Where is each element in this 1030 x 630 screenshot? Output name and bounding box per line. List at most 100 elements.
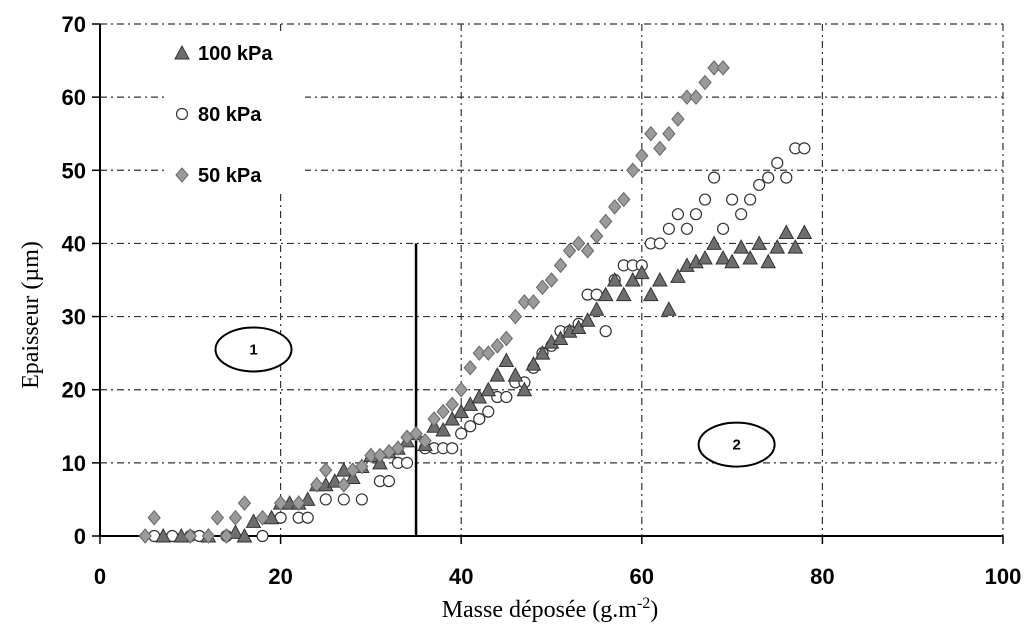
y-tick-label: 70	[62, 12, 86, 37]
legend-label: 50 kPa	[198, 165, 262, 187]
region-labels: 12	[214, 326, 776, 468]
data-point-circle	[473, 412, 486, 426]
data-point-diamond	[608, 199, 622, 215]
data-point-triangle	[552, 330, 569, 346]
data-point-diamond	[201, 528, 216, 544]
data-point-diamond	[319, 462, 333, 478]
data-point-circle	[482, 405, 495, 418]
data-point-circle	[716, 222, 730, 235]
series-diamond	[138, 60, 730, 544]
data-point-circle	[500, 390, 513, 404]
data-point-diamond	[454, 381, 468, 398]
legend-marker-circle	[175, 107, 189, 121]
data-point-circle	[355, 493, 368, 506]
data-point-triangle	[236, 527, 253, 543]
data-point-triangle	[471, 388, 488, 404]
data-point-diamond	[508, 308, 523, 325]
region-ellipse	[214, 326, 293, 373]
data-point-triangle	[652, 271, 668, 287]
data-point-circle	[707, 171, 721, 184]
data-point-diamond	[662, 125, 676, 142]
data-point-diamond	[499, 330, 514, 347]
data-point-triangle	[615, 286, 632, 302]
data-point-diamond	[526, 294, 541, 310]
data-point-diamond	[436, 403, 450, 420]
data-point-diamond	[364, 447, 378, 464]
data-point-triangle	[444, 410, 461, 426]
data-point-diamond	[698, 74, 712, 91]
data-point-triangle	[778, 224, 795, 239]
y-tick-label: 0	[74, 524, 86, 549]
data-point-triangle	[588, 301, 605, 316]
x-tick-label: 60	[630, 564, 654, 589]
y-tick-label: 10	[62, 451, 86, 476]
data-point-triangle	[760, 253, 777, 269]
data-point-triangle	[489, 367, 506, 382]
data-point-diamond	[626, 162, 640, 179]
data-point-circle	[319, 493, 332, 506]
data-points	[138, 60, 813, 544]
legend-marker-triangle	[174, 44, 190, 60]
data-point-triangle	[435, 421, 451, 437]
data-point-diamond	[553, 257, 568, 274]
data-point-diamond	[310, 477, 324, 493]
data-point-triangle	[516, 381, 533, 397]
data-point-diamond	[355, 458, 369, 475]
data-point-triangle	[697, 250, 713, 265]
y-tick-label: 50	[62, 158, 86, 183]
data-point-triangle	[480, 381, 497, 397]
x-axis-title-superscript: -2	[637, 595, 650, 612]
data-point-circle	[599, 325, 612, 338]
data-point-triangle	[597, 286, 614, 302]
data-point-triangle	[706, 235, 722, 250]
data-point-diamond	[580, 242, 595, 259]
data-point-diamond	[237, 495, 252, 511]
data-point-diamond	[481, 345, 495, 361]
data-point-diamond	[292, 495, 306, 511]
data-point-circle	[762, 171, 775, 184]
data-point-triangle	[633, 264, 650, 280]
data-point-circle	[671, 208, 685, 221]
data-point-circle	[680, 222, 694, 235]
data-point-triangle	[787, 239, 804, 254]
legend-label: 80 kPa	[198, 104, 262, 126]
data-point-circle	[689, 208, 703, 221]
data-point-triangle	[498, 352, 515, 367]
data-point-diamond	[680, 89, 694, 105]
data-point-triangle	[733, 239, 749, 254]
data-point-diamond	[716, 60, 730, 76]
data-point-diamond	[544, 272, 559, 288]
legend-background	[165, 35, 305, 193]
data-point-diamond	[644, 125, 658, 142]
data-point-triangle	[661, 301, 677, 316]
y-tick-label: 60	[62, 85, 86, 110]
data-point-triangle	[606, 271, 623, 287]
data-point-circle	[400, 456, 414, 469]
data-point-diamond	[635, 147, 649, 164]
data-point-triangle	[724, 253, 740, 269]
data-point-diamond	[427, 411, 441, 427]
data-point-diamond	[337, 477, 351, 493]
data-point-diamond	[445, 396, 459, 413]
data-point-diamond	[219, 528, 234, 544]
legend: 100 kPa 80 kPa 50 kPa	[165, 35, 305, 193]
data-point-diamond	[228, 509, 243, 526]
data-point-diamond	[617, 191, 631, 208]
data-point-triangle	[453, 403, 470, 419]
data-point-diamond	[599, 213, 613, 230]
series-triangle	[155, 224, 813, 543]
data-point-circle	[735, 208, 748, 221]
data-point-diamond	[535, 279, 550, 296]
data-point-triangle	[769, 239, 786, 254]
data-point-triangle	[570, 319, 587, 335]
data-point-diamond	[210, 509, 225, 526]
y-tick-label: 30	[62, 305, 86, 330]
data-point-circle	[446, 442, 459, 455]
data-point-diamond	[653, 140, 667, 157]
data-point-circle	[455, 427, 468, 440]
x-tick-label: 40	[449, 564, 473, 589]
grid-lines	[100, 23, 1004, 536]
region-label: 2	[732, 437, 740, 454]
data-point-triangle	[155, 527, 172, 543]
data-point-diamond	[589, 228, 604, 244]
